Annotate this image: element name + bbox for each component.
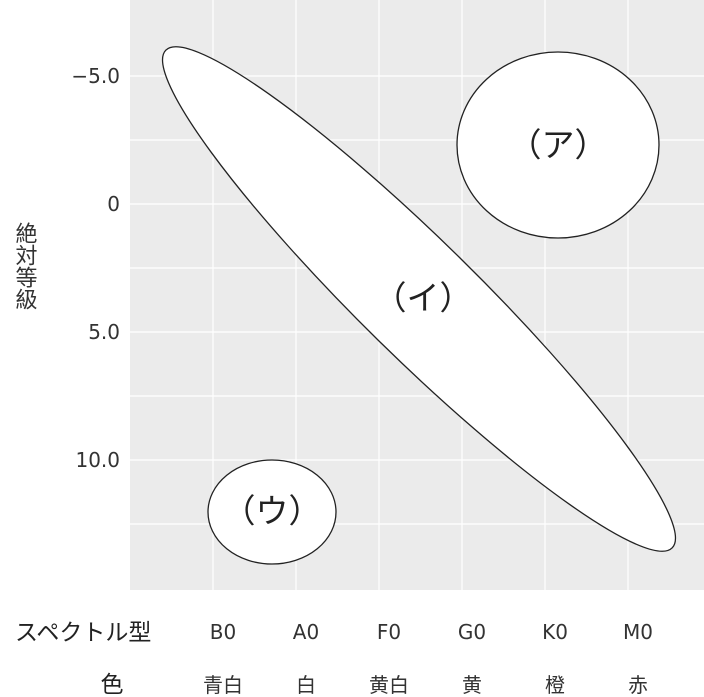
spectral-type-a0: A0 xyxy=(293,620,319,644)
region-a-giants xyxy=(456,51,660,239)
spectral-type-g0: G0 xyxy=(458,620,486,644)
region-i-label: （イ） xyxy=(374,279,473,318)
color-blue-white: 青白 xyxy=(203,673,243,697)
region-i-main-sequence xyxy=(161,46,677,552)
color-red: 赤 xyxy=(628,673,648,697)
y-axis-title: 絶対等級 xyxy=(12,222,38,310)
y-tick-5: 5.0 xyxy=(88,320,120,344)
spectral-type-m0: M0 xyxy=(623,620,653,644)
spectral-type-b0: B0 xyxy=(210,620,236,644)
spectral-type-f0: F0 xyxy=(377,620,401,644)
region-a-label: （ア） xyxy=(509,126,608,165)
color-yellow: 黄 xyxy=(462,673,482,697)
y-tick-10: 10.0 xyxy=(75,448,120,472)
spectral-type-header: スペクトル型 xyxy=(15,620,151,646)
color-orange: 橙 xyxy=(545,673,565,697)
color-white: 白 xyxy=(296,673,316,697)
spectral-type-k0: K0 xyxy=(542,620,568,644)
color-header: 色 xyxy=(101,672,124,697)
region-u-white-dwarfs xyxy=(207,459,337,565)
y-tick-0: 0 xyxy=(107,192,120,216)
region-u-label: （ウ） xyxy=(223,492,322,531)
y-tick-m5: −5.0 xyxy=(71,64,120,88)
color-yellow-white: 黄白 xyxy=(369,673,409,697)
